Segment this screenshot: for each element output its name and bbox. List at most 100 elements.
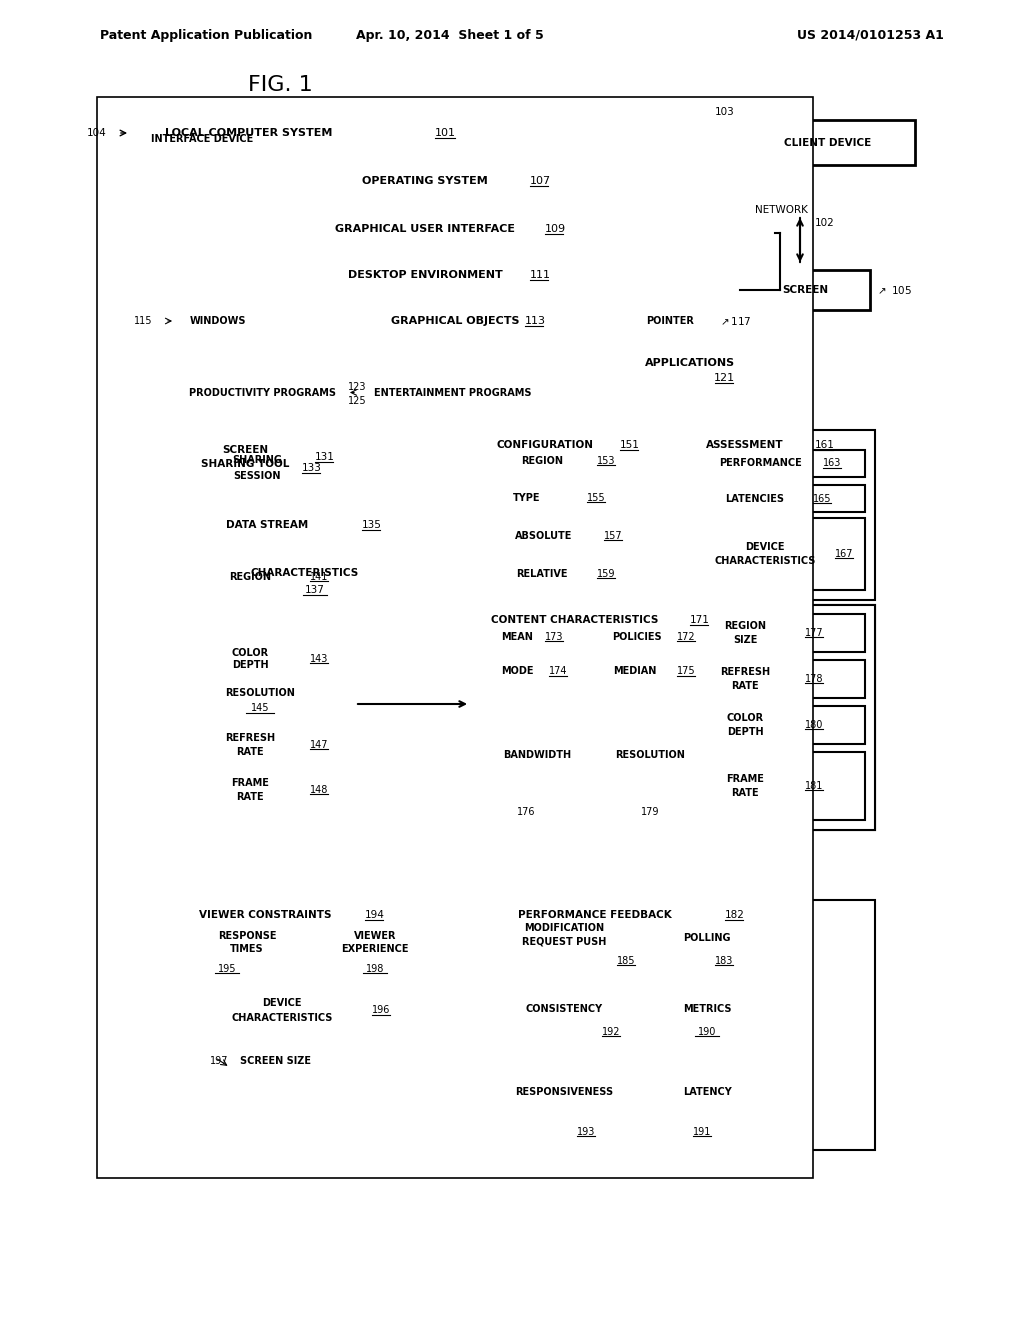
Text: 172: 172 xyxy=(677,631,695,642)
Bar xyxy=(187,500,445,550)
Bar xyxy=(487,979,642,1038)
Text: 175: 175 xyxy=(677,667,695,676)
Bar xyxy=(187,917,307,975)
Text: APPLICATIONS: APPLICATIONS xyxy=(645,358,735,368)
Bar xyxy=(125,125,785,1150)
Bar xyxy=(200,725,350,766)
Text: CHARACTERISTICS: CHARACTERISTICS xyxy=(231,1012,333,1023)
Text: DEPTH: DEPTH xyxy=(727,727,763,737)
Text: DEVICE: DEVICE xyxy=(745,543,784,552)
Text: LATENCIES: LATENCIES xyxy=(725,494,784,503)
Text: BANDWIDTH: BANDWIDTH xyxy=(503,750,571,760)
Text: 171: 171 xyxy=(690,615,710,624)
Text: 176: 176 xyxy=(517,807,536,817)
Text: CONFIGURATION: CONFIGURATION xyxy=(497,440,594,450)
Text: RESPONSIVENESS: RESPONSIVENESS xyxy=(515,1086,613,1097)
Text: 153: 153 xyxy=(597,455,615,466)
Text: SESSION: SESSION xyxy=(233,471,281,480)
Text: GRAPHICAL USER INTERFACE: GRAPHICAL USER INTERFACE xyxy=(335,224,515,234)
Text: ENTERTAINMENT PROGRAMS: ENTERTAINMENT PROGRAMS xyxy=(374,388,531,397)
Text: REGION: REGION xyxy=(724,620,766,631)
Text: 181: 181 xyxy=(805,781,823,791)
Bar xyxy=(130,123,275,154)
Text: MODE: MODE xyxy=(501,667,534,676)
Text: 196: 196 xyxy=(372,1005,390,1015)
Bar xyxy=(200,680,350,719)
Bar xyxy=(135,210,775,248)
Text: GRAPHICAL OBJECTS: GRAPHICAL OBJECTS xyxy=(391,315,519,326)
Text: 103: 103 xyxy=(715,107,735,117)
Text: RATE: RATE xyxy=(237,792,264,803)
Bar xyxy=(475,900,874,1150)
Text: 109: 109 xyxy=(545,224,566,234)
Text: REGION: REGION xyxy=(229,572,271,582)
Text: 131: 131 xyxy=(315,451,335,462)
Bar xyxy=(475,430,675,601)
Text: 163: 163 xyxy=(823,458,842,469)
Bar xyxy=(595,657,710,685)
Text: 113: 113 xyxy=(525,315,546,326)
Text: 155: 155 xyxy=(587,492,605,503)
Text: DEPTH: DEPTH xyxy=(231,660,268,671)
Bar xyxy=(487,447,652,475)
Text: Apr. 10, 2014  Sheet 1 of 5: Apr. 10, 2014 Sheet 1 of 5 xyxy=(356,29,544,41)
Bar xyxy=(695,450,865,477)
Bar xyxy=(97,96,813,1177)
Text: CLIENT DEVICE: CLIENT DEVICE xyxy=(784,137,871,148)
Text: DEVICE: DEVICE xyxy=(262,998,302,1008)
Bar xyxy=(145,256,765,294)
Text: 198: 198 xyxy=(366,964,384,974)
Text: POINTER: POINTER xyxy=(646,315,694,326)
Text: 159: 159 xyxy=(597,569,615,579)
Text: 183: 183 xyxy=(715,956,733,966)
Bar xyxy=(315,917,435,975)
Text: PRODUCTIVITY PROGRAMS: PRODUCTIVITY PROGRAMS xyxy=(189,388,336,397)
Text: RESPONSE: RESPONSE xyxy=(218,931,276,941)
Text: RATE: RATE xyxy=(731,788,759,799)
Text: Patent Application Publication: Patent Application Publication xyxy=(100,29,312,41)
Bar xyxy=(109,110,801,1166)
Bar xyxy=(200,564,350,590)
Bar xyxy=(487,521,652,550)
Text: RATE: RATE xyxy=(731,681,759,690)
Text: 185: 185 xyxy=(617,956,636,966)
Bar xyxy=(487,623,587,649)
Text: 115: 115 xyxy=(133,315,152,326)
Text: 165: 165 xyxy=(813,494,831,503)
Text: SCREEN: SCREEN xyxy=(222,445,268,455)
Text: 107: 107 xyxy=(530,176,551,186)
Text: 177: 177 xyxy=(805,628,823,638)
Text: REQUEST PUSH: REQUEST PUSH xyxy=(522,936,606,946)
Bar xyxy=(650,909,765,968)
Text: PERFORMANCE: PERFORMANCE xyxy=(719,458,802,469)
Bar xyxy=(695,706,865,744)
Text: 123: 123 xyxy=(348,381,367,392)
Bar xyxy=(650,1044,765,1140)
Text: SCREEN SIZE: SCREEN SIZE xyxy=(240,1056,310,1067)
Bar xyxy=(695,517,865,590)
Text: POLICIES: POLICIES xyxy=(612,631,662,642)
Bar xyxy=(740,271,870,310)
Text: 174: 174 xyxy=(549,667,567,676)
Bar xyxy=(650,979,765,1038)
Text: RELATIVE: RELATIVE xyxy=(516,569,567,579)
Text: 195: 195 xyxy=(218,964,237,974)
Text: POLLING: POLLING xyxy=(683,933,731,942)
Text: EXPERIENCE: EXPERIENCE xyxy=(341,944,409,954)
Bar xyxy=(103,103,807,1172)
Text: 101: 101 xyxy=(435,128,456,139)
Text: VIEWER CONSTRAINTS: VIEWER CONSTRAINTS xyxy=(199,909,331,920)
Bar xyxy=(140,140,770,1135)
Bar xyxy=(200,1048,365,1074)
Text: 111: 111 xyxy=(530,271,551,280)
Bar xyxy=(695,660,865,698)
Bar xyxy=(595,700,705,820)
Text: 141: 141 xyxy=(310,572,329,582)
Bar xyxy=(695,484,865,512)
Bar xyxy=(200,770,350,810)
Text: 133: 133 xyxy=(302,463,322,473)
Text: ASSESSMENT: ASSESSMENT xyxy=(707,440,783,450)
Text: SCREEN: SCREEN xyxy=(782,285,828,294)
Text: COLOR: COLOR xyxy=(726,713,764,723)
Text: 147: 147 xyxy=(310,741,329,750)
